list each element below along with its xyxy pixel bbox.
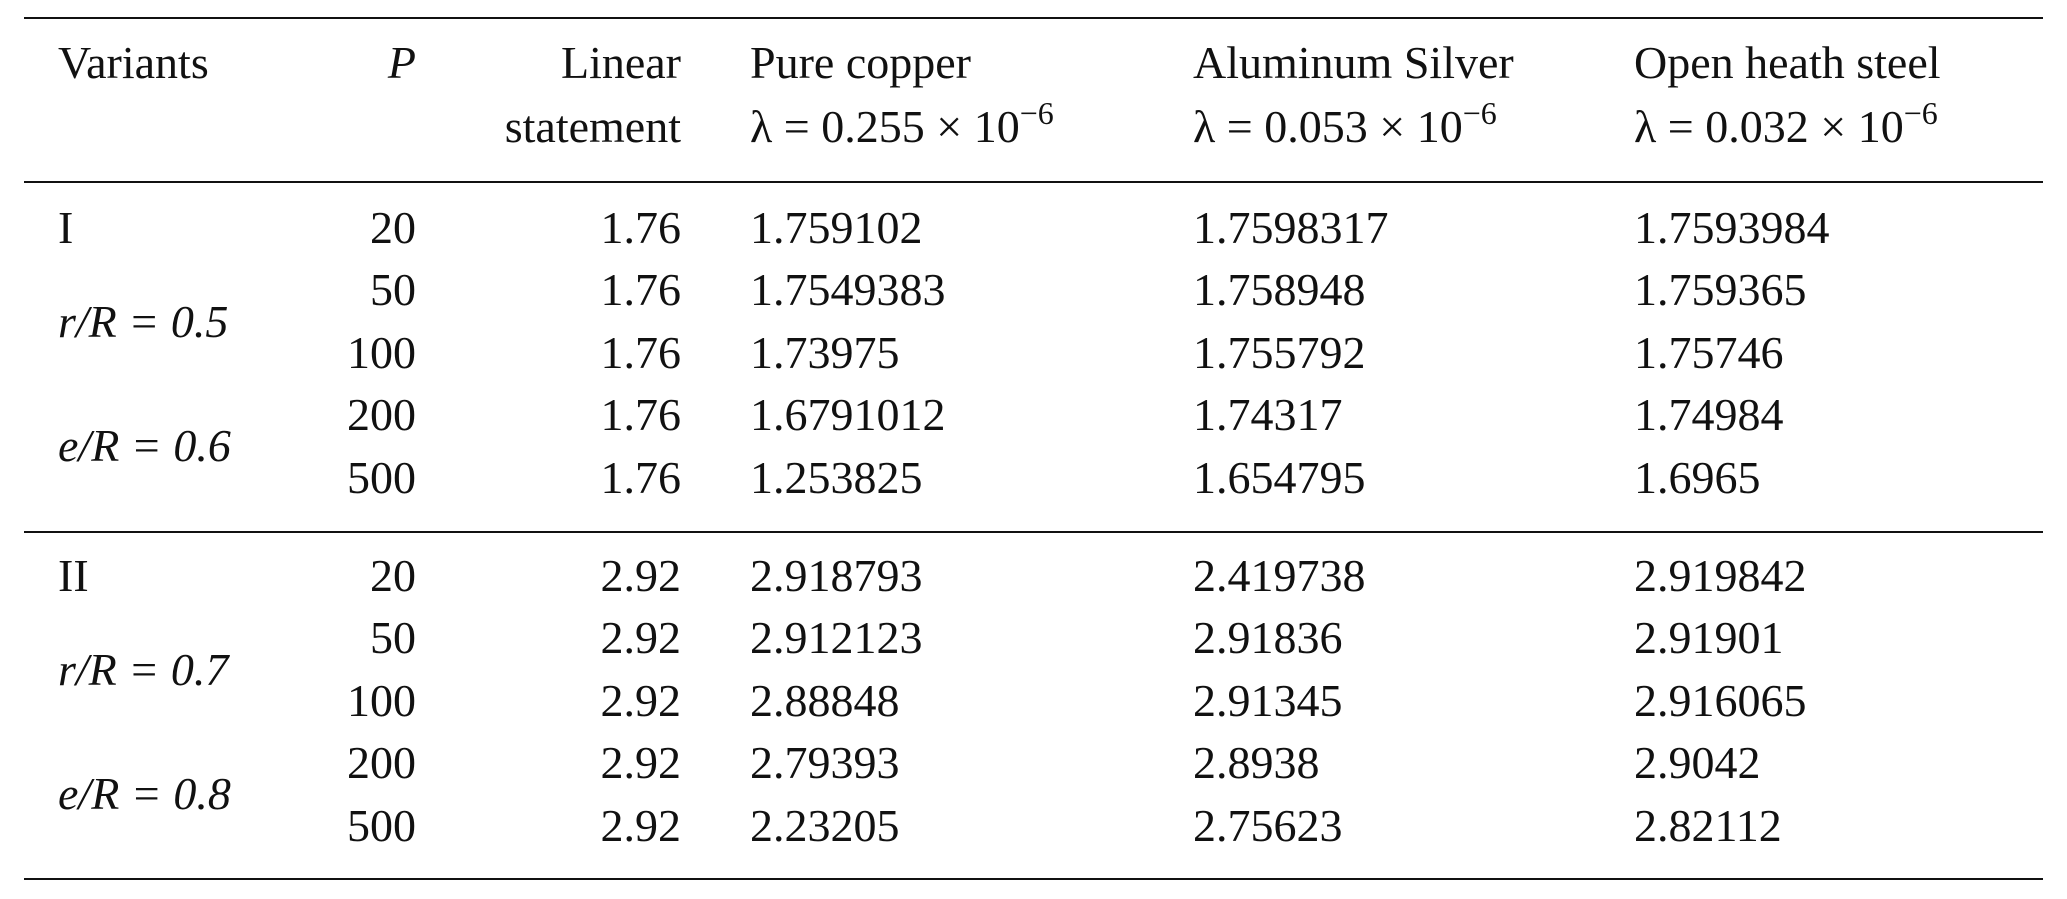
material-value: 2.91901 — [1634, 612, 1784, 664]
header-variants: Variants — [58, 37, 209, 88]
p-value: 200 — [347, 737, 416, 789]
material-value: 2.91836 — [1193, 612, 1343, 664]
material-value: 1.75746 — [1634, 326, 1784, 378]
p-value: 20 — [370, 550, 416, 601]
material-value: 1.253825 — [750, 451, 923, 503]
material-value: 2.82112 — [1634, 799, 1782, 851]
material-value: 2.88848 — [750, 674, 900, 726]
header-lambda: λ = 0.255 × 10−6 — [750, 95, 1054, 152]
header-rule — [24, 181, 2043, 183]
linear-value: 2.92 — [600, 799, 682, 851]
material-value: 2.919842 — [1634, 550, 1807, 601]
material-value: 2.23205 — [750, 799, 900, 851]
material-value: 1.73975 — [750, 326, 900, 378]
material-value: 2.8938 — [1193, 737, 1320, 789]
header-material: Pure copper — [750, 37, 971, 88]
p-value: 200 — [347, 389, 416, 441]
top-rule — [24, 17, 2043, 19]
linear-value: 1.76 — [600, 451, 682, 503]
material-value: 2.916065 — [1634, 674, 1807, 726]
lambda-exponent: −6 — [1903, 95, 1938, 131]
linear-value: 2.92 — [600, 550, 682, 601]
lambda-exponent: −6 — [1462, 95, 1497, 131]
p-value: 500 — [347, 799, 416, 851]
material-value: 1.74317 — [1193, 389, 1343, 441]
material-value: 1.759365 — [1634, 264, 1807, 316]
p-value: 100 — [347, 674, 416, 726]
header-material: Aluminum Silver — [1193, 37, 1514, 88]
header-linear: Linear statement — [504, 37, 681, 152]
group-label: II — [58, 550, 89, 601]
linear-value: 1.76 — [600, 264, 682, 316]
header-p: P — [387, 37, 416, 88]
header-lambda: λ = 0.053 × 10−6 — [1193, 95, 1497, 152]
material-value: 1.74984 — [1634, 389, 1784, 441]
group-condition: r/R = 0.7 — [58, 643, 229, 695]
header-material: Open heath steel — [1634, 37, 1941, 88]
linear-value: 1.76 — [600, 326, 682, 378]
header-lambda: λ = 0.032 × 10−6 — [1634, 95, 1938, 152]
linear-value: 2.92 — [600, 737, 682, 789]
p-value: 50 — [370, 264, 416, 316]
material-value: 2.912123 — [750, 612, 923, 664]
group-label: I — [58, 202, 74, 253]
linear-value: 1.76 — [600, 202, 682, 253]
material-value: 2.9042 — [1634, 737, 1761, 789]
linear-value: 1.76 — [600, 389, 682, 441]
p-value: 50 — [370, 612, 416, 664]
p-value: 20 — [370, 202, 416, 253]
p-value: 100 — [347, 326, 416, 378]
material-value: 1.7593984 — [1634, 202, 1830, 253]
material-value: 1.755792 — [1193, 326, 1366, 378]
material-value: 1.758948 — [1193, 264, 1366, 316]
material-value: 2.75623 — [1193, 799, 1343, 851]
material-value: 2.419738 — [1193, 550, 1366, 601]
bottom-rule — [24, 878, 2043, 880]
material-value: 1.6965 — [1634, 451, 1761, 503]
group-condition: e/R = 0.8 — [58, 768, 231, 820]
material-value: 2.918793 — [750, 550, 923, 601]
material-value: 2.79393 — [750, 737, 900, 789]
linear-value: 2.92 — [600, 674, 682, 726]
p-value: 500 — [347, 451, 416, 503]
material-value: 1.654795 — [1193, 451, 1366, 503]
linear-value: 2.92 — [600, 612, 682, 664]
group-rule — [24, 531, 2043, 533]
material-value: 2.91345 — [1193, 674, 1343, 726]
material-value: 1.7549383 — [750, 264, 946, 316]
group-condition: e/R = 0.6 — [58, 420, 231, 472]
material-value: 1.7598317 — [1193, 202, 1389, 253]
lambda-exponent: −6 — [1019, 95, 1054, 131]
group-condition: r/R = 0.5 — [58, 295, 229, 347]
material-value: 1.759102 — [750, 202, 923, 253]
material-value: 1.6791012 — [750, 389, 946, 441]
